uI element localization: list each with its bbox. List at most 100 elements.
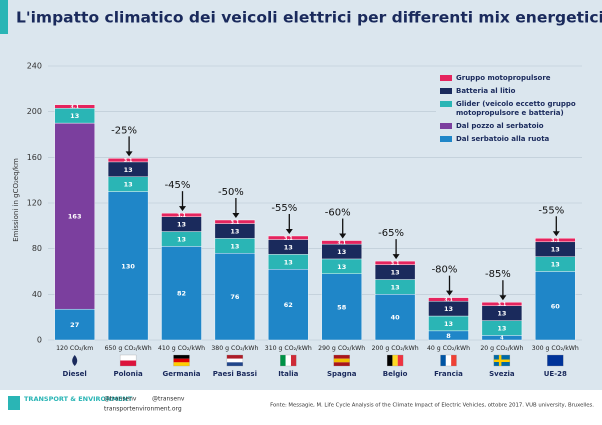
data-label: 13 — [124, 181, 133, 189]
chart-title: L'impatto climatico dei veicoli elettric… — [16, 9, 602, 27]
legend-box — [436, 70, 582, 148]
annotation: -60% — [325, 208, 351, 219]
flag-border — [119, 354, 137, 367]
data-label: 60 — [551, 302, 561, 310]
data-label: 13 — [337, 248, 346, 256]
logo-icon — [8, 396, 20, 410]
flag-border — [440, 354, 457, 367]
flag-border — [493, 354, 511, 367]
data-label: 3.1 — [177, 213, 186, 219]
y-tick-label: 120 — [27, 199, 42, 208]
flag — [493, 359, 510, 362]
annotation: -55% — [538, 205, 564, 216]
data-label: 62 — [284, 301, 293, 309]
y-tick-label: 240 — [27, 62, 42, 71]
flag — [226, 362, 243, 366]
icon — [72, 355, 78, 366]
bar-segment — [535, 238, 576, 243]
bar-segment — [428, 297, 469, 302]
data-label: 13 — [497, 310, 506, 318]
bar-segment — [374, 260, 416, 265]
category-sublabel: 650 g CO₂/kWh — [105, 345, 152, 352]
bar-segment — [107, 158, 149, 163]
x-tick-label: Polonia — [113, 370, 143, 378]
data-label: 130 — [121, 262, 135, 270]
data-label: 13 — [230, 227, 239, 235]
y-tick-label: 160 — [27, 153, 42, 162]
y-tick-label: 0 — [37, 336, 42, 345]
bar-segment — [321, 273, 362, 341]
data-label: 76 — [230, 293, 240, 301]
data-label: 4 — [500, 336, 504, 342]
flag — [290, 355, 297, 366]
arrow-head — [232, 213, 240, 219]
legend-label: Gruppo motopropulsore — [456, 74, 551, 82]
flag — [173, 355, 190, 359]
flag — [387, 355, 393, 366]
data-label: 13 — [177, 235, 186, 243]
arrow-head — [392, 254, 400, 260]
data-label: 8 — [446, 332, 451, 340]
annotation: -50% — [218, 187, 244, 198]
bar-segment — [214, 219, 256, 224]
flag-border — [173, 354, 190, 367]
bar-segment — [374, 294, 416, 341]
y-tick-label: 40 — [32, 290, 42, 299]
data-label: 13 — [497, 325, 506, 333]
flag — [440, 355, 446, 366]
flag — [285, 355, 291, 366]
flag-border — [386, 354, 404, 367]
y-tick-label: 200 — [27, 107, 42, 116]
data-label: 13 — [551, 246, 560, 254]
arrow-head — [446, 290, 453, 296]
legend-label: Glider (veicolo eccetto gruppo motopropul… — [456, 100, 576, 117]
flag — [173, 358, 190, 363]
data-label: 40 — [391, 314, 401, 322]
data-label: 13 — [230, 242, 239, 250]
website: transportenvironment.org — [104, 406, 182, 413]
data-label: 58 — [337, 303, 347, 311]
data-label: 13 — [444, 305, 453, 313]
annotation: -55% — [271, 203, 297, 214]
legend-label: Dal serbatoio alla ruota — [456, 135, 550, 143]
bar-segment — [481, 302, 523, 306]
category-sublabel: 300 g CO₂/kWh — [532, 345, 579, 352]
twitter: @transenv — [104, 396, 137, 403]
legend-swatch — [440, 75, 452, 81]
flag — [120, 360, 137, 366]
arrow-head — [339, 233, 347, 239]
data-label: 13 — [284, 258, 293, 266]
bar-segment — [214, 253, 256, 341]
x-tick-label: Belgio — [383, 370, 408, 378]
annotation: -85% — [485, 269, 511, 280]
category-sublabel: 40 g CO₂/kWh — [427, 345, 470, 352]
bar-segment — [268, 235, 309, 240]
data-label: 3.1 — [284, 236, 293, 242]
data-label: 13 — [284, 243, 293, 251]
data-label: 27 — [70, 321, 79, 329]
data-label: 13 — [444, 320, 453, 328]
x-tick-label: Svezia — [489, 370, 515, 378]
x-tick-label: Francia — [434, 370, 463, 378]
annotation: -45% — [165, 180, 191, 191]
category-sublabel: 20 g CO₂/kWh — [480, 345, 523, 352]
category-sublabel: 310 g CO₂/kWh — [265, 345, 312, 352]
data-label: 82 — [177, 290, 186, 298]
flag — [226, 355, 243, 359]
data-label: 3.1 — [124, 158, 133, 164]
data-label: 13 — [337, 263, 346, 271]
bar-segment — [268, 269, 309, 341]
data-label: 13 — [177, 221, 186, 229]
brand: TRANSPORT & ENVIRONMENT — [24, 395, 133, 403]
category-sublabel: 290 g CO₂/kWh — [318, 345, 365, 352]
arrow-head — [125, 151, 133, 157]
bar-segment — [535, 271, 576, 341]
data-label: 13 — [70, 112, 79, 120]
x-tick-label: Germania — [162, 370, 200, 378]
bar-segment — [321, 240, 362, 245]
bar-segment — [54, 308, 95, 341]
data-label: 3.1 — [337, 240, 346, 246]
flag-border — [226, 354, 244, 367]
legend-swatch — [440, 88, 452, 94]
